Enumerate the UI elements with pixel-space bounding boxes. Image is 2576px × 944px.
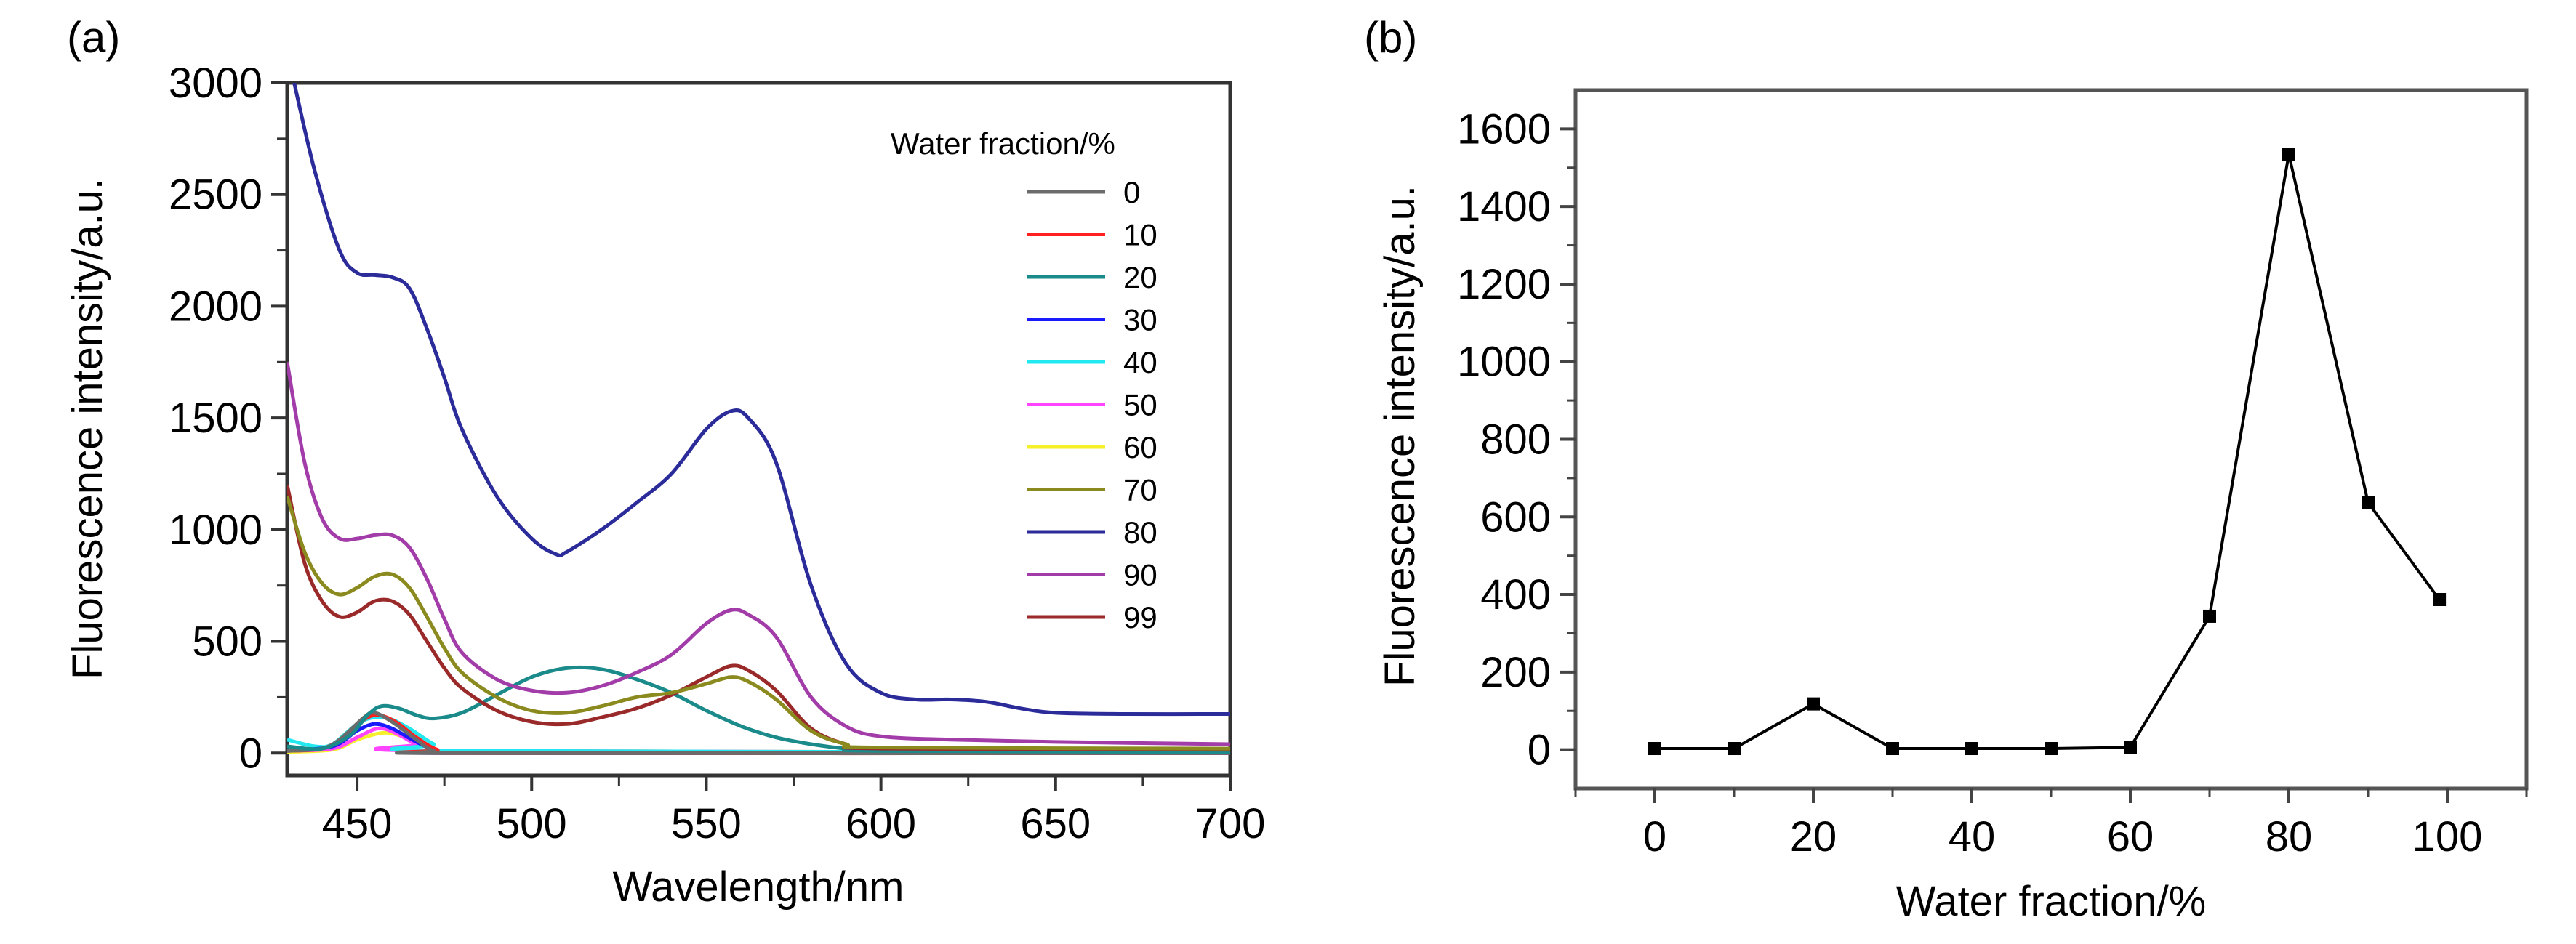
y-tick-label-b: 800 xyxy=(1480,416,1551,464)
plot-frame-a xyxy=(285,81,1232,778)
data-point-90 xyxy=(2362,496,2375,509)
legend-label-50: 50 xyxy=(1123,388,1157,422)
x-tick-label-a: 500 xyxy=(497,800,567,847)
y-tick-label-a: 3000 xyxy=(169,60,262,107)
data-point-80 xyxy=(2282,148,2295,161)
y-tick-label-b: 200 xyxy=(1480,649,1551,696)
data-point-20 xyxy=(1807,697,1820,711)
y-tick-label-b: 1200 xyxy=(1457,261,1551,308)
x-tick-label-b: 100 xyxy=(2412,813,2483,860)
y-tick-label-b: 600 xyxy=(1480,493,1551,541)
data-point-70 xyxy=(2203,609,2216,623)
series-line-70 xyxy=(287,495,1230,751)
data-point-40 xyxy=(1965,742,1978,756)
legend-label-10: 10 xyxy=(1123,218,1157,252)
panel-label-b: (b) xyxy=(1364,13,1417,62)
data-point-0 xyxy=(1648,742,1661,756)
legend-label-60: 60 xyxy=(1123,430,1157,464)
legend-label-99: 99 xyxy=(1123,600,1157,634)
y-tick-label-b: 1400 xyxy=(1457,183,1551,230)
y-tick-label-a: 0 xyxy=(239,730,262,777)
series-line-0 xyxy=(287,711,1230,756)
y-tick-label-b: 400 xyxy=(1480,571,1551,618)
y-tick-label-b: 1600 xyxy=(1457,105,1551,153)
data-point-50 xyxy=(2045,742,2058,756)
x-tick-label-b: 80 xyxy=(2266,813,2313,860)
legend-label-90: 90 xyxy=(1123,558,1157,592)
y-axis-title-a: Fluorescence intensity/a.u. xyxy=(64,178,111,679)
legend-title: Water fraction/% xyxy=(891,126,1115,161)
legend-label-70: 70 xyxy=(1123,473,1157,507)
x-tick-label-b: 60 xyxy=(2107,813,2154,860)
data-point-99 xyxy=(2433,592,2447,606)
series-line-intensity xyxy=(1655,153,2441,750)
legend-a: Water fraction/%0 10 20 30 40 50 60 70 80 90 99 xyxy=(891,126,1157,634)
x-axis-title-b: Water fraction/% xyxy=(1896,878,2207,925)
x-tick-label-a: 650 xyxy=(1020,800,1091,847)
x-tick-label-a: 550 xyxy=(671,800,742,847)
series-line-80 xyxy=(292,83,1230,717)
data-point-30 xyxy=(1886,742,1899,756)
legend-label-30: 30 xyxy=(1123,303,1157,337)
chart-panel-a: 450 500 550 600 650 7000500100015002000250030… xyxy=(64,60,1265,911)
y-tick-label-a: 2000 xyxy=(169,283,262,330)
x-axis-title-a: Wavelength/nm xyxy=(613,863,904,911)
x-tick-label-b: 20 xyxy=(1790,813,1837,860)
legend-label-20: 20 xyxy=(1123,260,1157,294)
y-tick-label-b: 0 xyxy=(1528,727,1551,774)
x-tick-label-b: 40 xyxy=(1949,813,1996,860)
y-tick-label-b: 1000 xyxy=(1457,339,1551,386)
plot-frame-b xyxy=(1573,88,2529,791)
x-tick-label-b: 0 xyxy=(1643,813,1666,860)
legend-label-0: 0 xyxy=(1123,175,1140,209)
y-axis-title-b: Fluorescence intensity/a.u. xyxy=(1376,185,1424,687)
y-tick-label-a: 1500 xyxy=(169,395,262,442)
x-tick-label-a: 450 xyxy=(322,800,393,847)
legend-label-40: 40 xyxy=(1123,345,1157,379)
x-tick-label-a: 600 xyxy=(846,800,916,847)
series-line-90 xyxy=(287,361,1230,746)
legend-label-80: 80 xyxy=(1123,515,1157,549)
y-tick-label-a: 2500 xyxy=(169,172,262,219)
panel-label-a: (a) xyxy=(67,13,120,62)
data-point-60 xyxy=(2124,741,2137,754)
y-tick-label-a: 500 xyxy=(192,618,262,666)
y-tick-label-a: 1000 xyxy=(169,507,262,554)
chart-panel-b: 0 20 40 60 80 1000200400600800100012001400160… xyxy=(1376,88,2529,925)
x-tick-label-a: 700 xyxy=(1195,800,1266,847)
data-point-10 xyxy=(1728,742,1741,756)
